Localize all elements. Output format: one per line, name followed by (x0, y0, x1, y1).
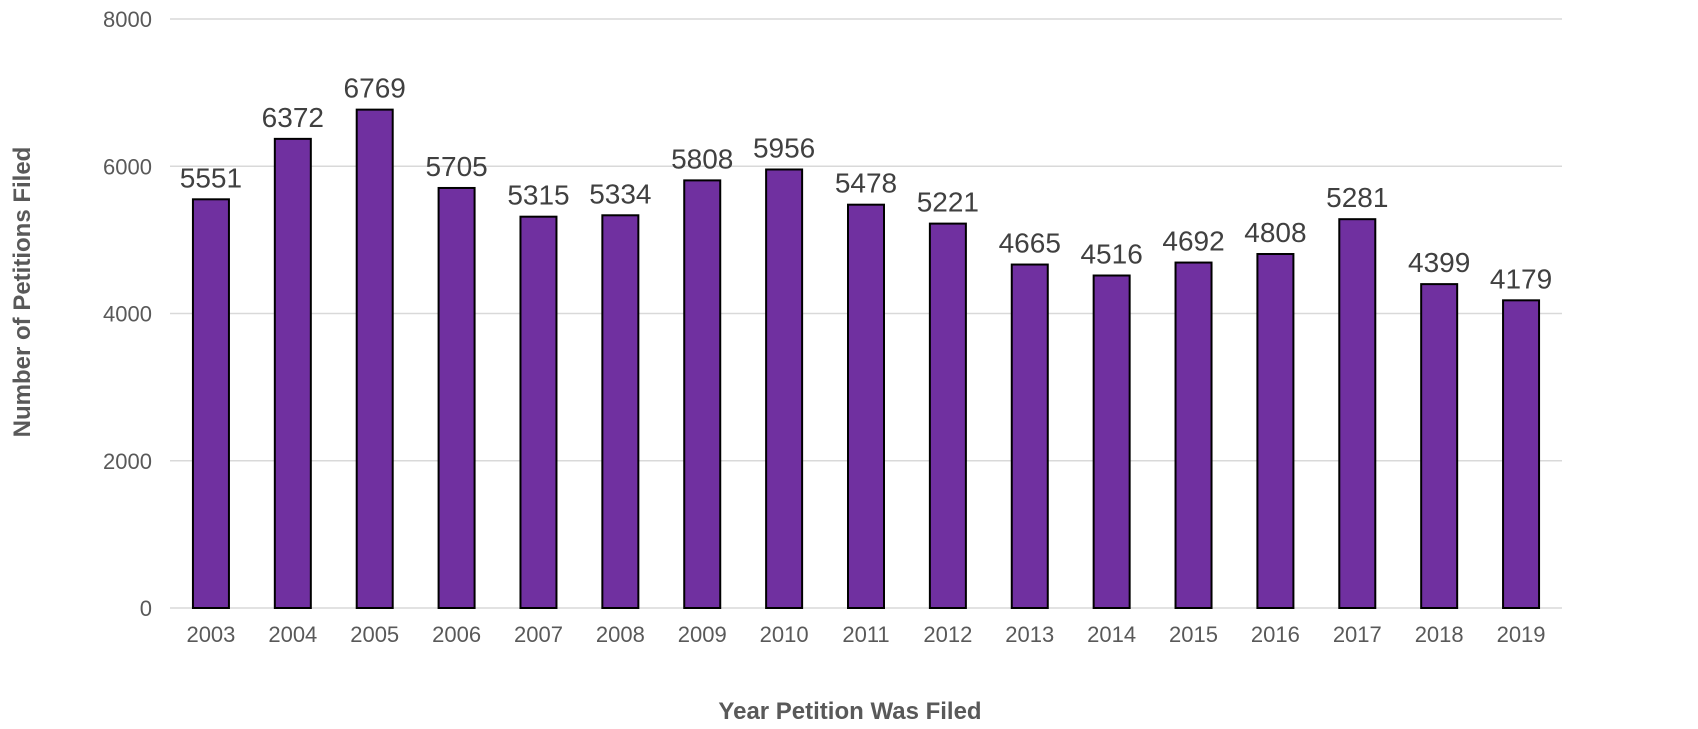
bar-2010 (765, 168, 804, 609)
data-label-2008: 5334 (589, 178, 651, 209)
bar-2011 (847, 203, 885, 609)
bar-2019 (1502, 299, 1541, 609)
data-label-2016: 4808 (1244, 217, 1306, 248)
y-tick-label: 2000 (103, 449, 152, 474)
data-label-2003: 5551 (180, 162, 242, 193)
bar-2013 (1010, 263, 1049, 609)
data-label-2019: 4179 (1490, 263, 1552, 294)
x-tick-label: 2016 (1251, 622, 1300, 647)
bar-2014 (1092, 274, 1131, 609)
y-axis-ticks: 0 2000 4000 6000 8000 (103, 7, 152, 621)
data-label-2007: 5315 (507, 180, 569, 211)
data-label-2011: 5478 (835, 168, 897, 199)
y-tick-label: 4000 (103, 302, 152, 327)
bar-2006 (437, 186, 476, 610)
bar-2007 (519, 215, 558, 609)
data-label-2014: 4516 (1080, 239, 1142, 270)
x-tick-label: 2006 (432, 622, 481, 647)
x-tick-label: 2010 (760, 622, 809, 647)
bar-2012 (928, 222, 967, 609)
data-label-2012: 5221 (917, 187, 979, 218)
bar-2003 (191, 198, 230, 610)
x-tick-label: 2011 (842, 622, 889, 647)
data-label-2010: 5956 (753, 132, 815, 163)
bar-2009 (683, 179, 722, 610)
x-tick-label: 2018 (1415, 622, 1464, 647)
x-tick-label: 2015 (1169, 622, 1218, 647)
x-tick-label: 2017 (1333, 622, 1382, 647)
x-axis-title: Year Petition Was Filed (718, 698, 981, 724)
x-tick-label: 2009 (678, 622, 727, 647)
data-label-2005: 6769 (344, 73, 406, 104)
x-tick-label: 2005 (350, 622, 399, 647)
data-label-2013: 4665 (999, 228, 1061, 259)
x-tick-label: 2008 (596, 622, 645, 647)
x-tick-label: 2012 (923, 622, 972, 647)
bars (191, 108, 1541, 610)
y-tick-label: 8000 (103, 7, 152, 32)
y-axis-title: Number of Petitions Filed (9, 147, 36, 438)
y-tick-label: 6000 (103, 154, 152, 179)
x-axis-ticks: 2003 2004 2005 2006 2007 2008 2009 2010 2011 2012… (186, 622, 1545, 647)
bar-2008 (601, 214, 640, 610)
data-label-2017: 5281 (1326, 182, 1388, 213)
x-tick-label: 2007 (514, 622, 563, 647)
data-label-2009: 5808 (671, 143, 733, 174)
x-tick-label: 2013 (1005, 622, 1054, 647)
x-tick-label: 2014 (1087, 622, 1136, 647)
bar-2017 (1338, 218, 1377, 609)
bar-2018 (1420, 283, 1459, 609)
bar-2005 (355, 108, 394, 609)
data-labels: 5551 6372 6769 5705 5315 5334 5808 5956 5478 5221… (180, 73, 1552, 295)
data-label-2006: 5705 (425, 151, 487, 182)
y-tick-label: 0 (140, 596, 152, 621)
data-label-2015: 4692 (1162, 226, 1224, 257)
x-tick-label: 2019 (1497, 622, 1546, 647)
bar-2015 (1174, 261, 1213, 609)
bar-2004 (273, 137, 312, 609)
data-label-2004: 6372 (262, 102, 324, 133)
bar-2016 (1256, 253, 1295, 610)
x-tick-label: 2003 (186, 622, 235, 647)
x-tick-label: 2004 (268, 622, 317, 647)
data-label-2018: 4399 (1408, 247, 1470, 278)
